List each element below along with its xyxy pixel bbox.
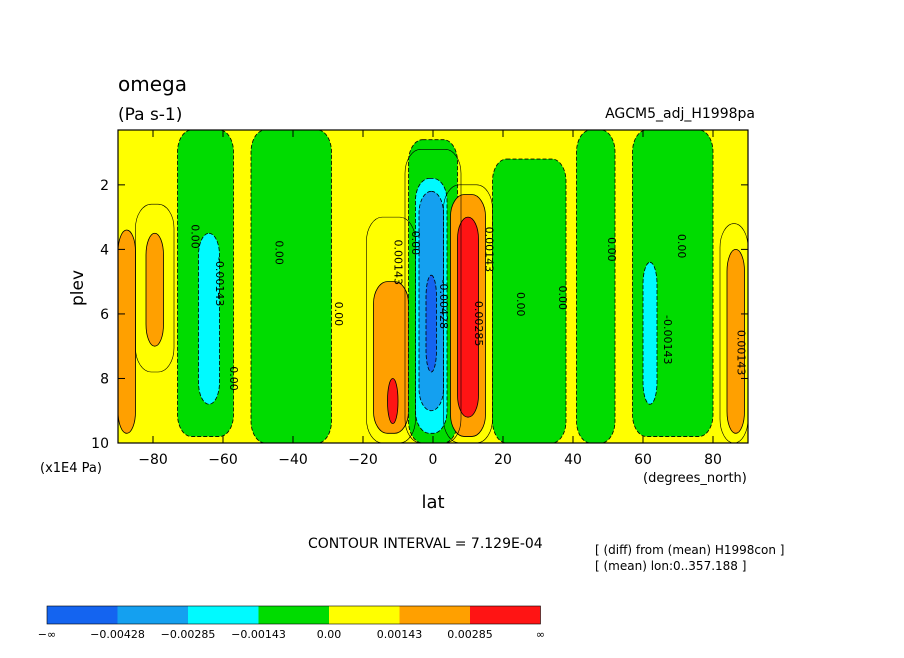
contour-label: 0.00 <box>332 302 345 327</box>
x-tick-label: −80 <box>138 452 168 468</box>
contour-label: 0.00 <box>227 366 240 391</box>
x-tick-label: 80 <box>704 452 722 468</box>
colorbar-swatch <box>188 606 259 624</box>
contour-label: -0.00143 <box>661 315 674 364</box>
colorbar-frame <box>46 605 541 625</box>
x-tick-label: −40 <box>278 452 308 468</box>
contour-region-negative <box>250 129 332 444</box>
y-tick-label: 10 <box>91 436 109 452</box>
contour-interval-label: CONTOUR INTERVAL = 7.129E-04 <box>308 536 543 552</box>
colorbar-swatch <box>399 606 470 624</box>
contour-region-positive <box>457 216 479 418</box>
colorbar-swatch <box>329 606 400 624</box>
colorbar-swatch <box>47 606 118 624</box>
y-tick-label: 2 <box>100 178 109 194</box>
contour-label: 0.00 <box>409 231 422 256</box>
contour-label: 0.00 <box>556 286 569 311</box>
contour-region-positive <box>387 378 399 425</box>
y-axis-title: plev <box>68 270 88 306</box>
colorbar-label: −0.00428 <box>90 628 145 641</box>
colorbar-label: 0.00143 <box>377 628 423 641</box>
contour-region-negative <box>576 129 616 444</box>
x-axis-units: (degrees_north) <box>643 471 747 486</box>
contour-label: 0.00 <box>605 237 618 262</box>
colorbar-label: −0.00285 <box>161 628 216 641</box>
x-tick-label: 20 <box>494 452 512 468</box>
colorbar-label: −∞ <box>38 628 56 641</box>
colorbar-label: 0.00285 <box>447 628 493 641</box>
contour-label: 0.00 <box>189 224 202 249</box>
colorbar: −∞ −0.00428 −0.00285 −0.00143 0.00 0.00143 0.0… <box>38 605 545 641</box>
mean-note: [ (mean) lon:0..357.188 ] <box>595 559 746 573</box>
contour-label: -0.00143 <box>213 257 226 306</box>
contour-label: 0.00143 <box>392 240 405 286</box>
contour-region-negative <box>492 158 567 444</box>
y-axis-units: (x1E4 Pa) <box>40 461 102 476</box>
x-tick-label: 0 <box>429 452 438 468</box>
x-tick-label: −20 <box>348 452 378 468</box>
contour-label: 0.00 <box>273 240 286 265</box>
diff-note: [ (diff) from (mean) H1998con ] <box>595 543 784 557</box>
x-tick-label: −60 <box>208 452 238 468</box>
plot-title: omega <box>118 72 187 96</box>
colorbar-swatch <box>258 606 329 624</box>
contour-region-negative <box>198 232 220 405</box>
x-tick-label: 60 <box>634 452 652 468</box>
colorbar-label: ∞ <box>536 628 545 641</box>
contour-region-positive <box>726 248 745 434</box>
contour-label: 0.00 <box>514 292 527 317</box>
dataset-label: AGCM5_adj_H1998pa <box>605 106 755 122</box>
colorbar-label: 0.00 <box>317 628 342 641</box>
x-tick-label: 40 <box>564 452 582 468</box>
contour-region-negative <box>642 261 658 405</box>
contour-label: 0.00143 <box>735 330 748 376</box>
colorbar-label: −0.00143 <box>231 628 286 641</box>
y-tick-label: 6 <box>100 307 109 323</box>
plot-units: (Pa s-1) <box>118 105 182 125</box>
plot-area: 0.00 -0.00143 0.00 0.00 0.00 0.00143 0.00 -0.00… <box>91 129 749 468</box>
contour-region-positive <box>117 229 136 434</box>
colorbar-swatch <box>117 606 188 624</box>
y-tick-label: 8 <box>100 371 109 387</box>
x-axis-title: lat <box>421 492 444 513</box>
contour-region-negative <box>425 274 437 373</box>
contour-region-positive <box>145 232 164 347</box>
contour-label: -0.00428 <box>437 280 450 329</box>
contour-label: 0.00143 <box>483 227 496 273</box>
contour-label: 0.00285 <box>472 301 485 347</box>
y-tick-label: 4 <box>100 242 109 258</box>
colorbar-swatch <box>470 606 541 624</box>
contour-label: 0.00 <box>675 234 688 259</box>
contour-line <box>135 203 175 373</box>
